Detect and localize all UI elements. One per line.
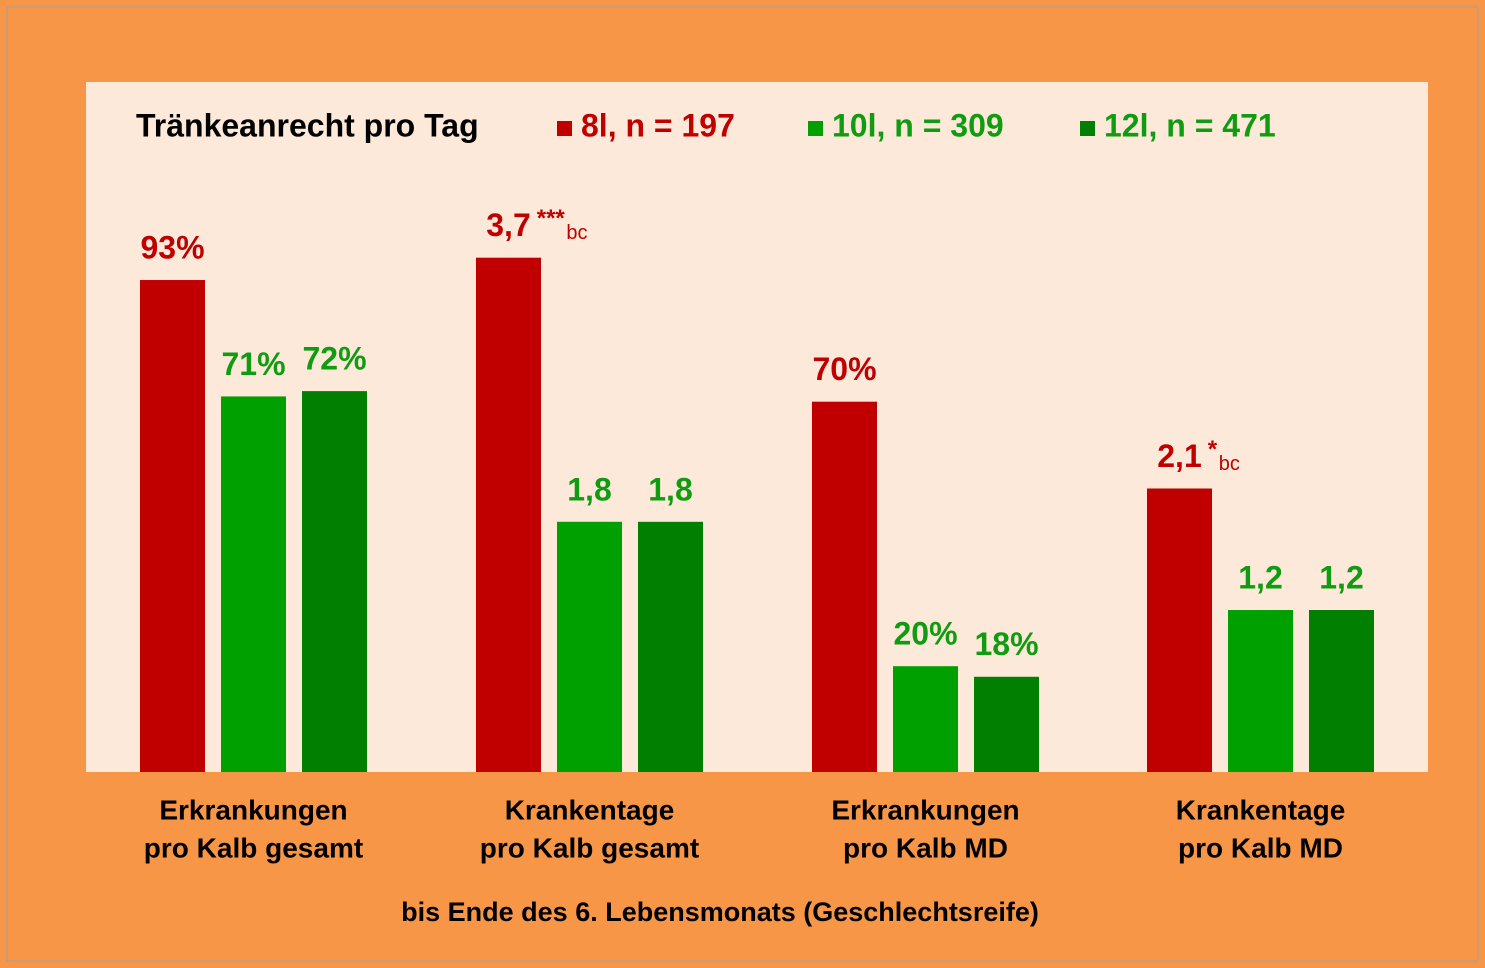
bar bbox=[221, 396, 286, 772]
x-tick-label: Krankentage bbox=[505, 794, 675, 825]
x-tick-label: Erkrankungen bbox=[159, 794, 347, 825]
legend-label: 10l, n = 309 bbox=[832, 107, 1004, 143]
legend-swatch bbox=[557, 121, 572, 136]
data-label: 2,1 bbox=[1157, 438, 1201, 474]
bar bbox=[1147, 488, 1212, 772]
data-label: 1,8 bbox=[567, 471, 611, 507]
bar bbox=[638, 521, 703, 772]
data-label: 1,8 bbox=[648, 471, 692, 507]
data-label: 93% bbox=[140, 229, 204, 265]
data-label: 18% bbox=[974, 626, 1038, 662]
data-label: 1,2 bbox=[1238, 559, 1282, 595]
legend-label: 12l, n = 471 bbox=[1104, 107, 1276, 143]
data-label: 71% bbox=[221, 346, 285, 382]
bar bbox=[302, 391, 367, 772]
legend-swatch bbox=[1080, 121, 1095, 136]
bar bbox=[1228, 610, 1293, 772]
legend-swatch bbox=[808, 121, 823, 136]
legend-label: 8l, n = 197 bbox=[581, 107, 735, 143]
annotation: *** bbox=[537, 205, 566, 232]
plot-area bbox=[86, 82, 1428, 772]
bar bbox=[557, 521, 622, 772]
bar bbox=[1309, 610, 1374, 772]
x-tick-label: Krankentage bbox=[1176, 794, 1346, 825]
bar bbox=[974, 676, 1039, 772]
x-axis-label: bis Ende des 6. Lebensmonats (Geschlecht… bbox=[401, 897, 1039, 927]
x-tick-label: pro Kalb MD bbox=[843, 832, 1008, 863]
data-label: 3,7 bbox=[486, 207, 530, 243]
frame bbox=[6, 6, 1479, 962]
x-tick-label: Erkrankungen bbox=[831, 794, 1019, 825]
annotation: * bbox=[1208, 436, 1218, 463]
bar bbox=[476, 257, 541, 772]
x-tick-label: pro Kalb gesamt bbox=[144, 832, 363, 863]
legend-title: Tränkeanrecht pro Tag bbox=[136, 107, 479, 143]
annotation-sub: bc bbox=[566, 222, 587, 244]
x-tick-label: pro Kalb gesamt bbox=[480, 832, 699, 863]
bar bbox=[812, 401, 877, 772]
data-label: 72% bbox=[302, 341, 366, 377]
data-label: 20% bbox=[893, 616, 957, 652]
data-label: 1,2 bbox=[1319, 559, 1363, 595]
x-tick-label: pro Kalb MD bbox=[1178, 832, 1343, 863]
bar bbox=[893, 666, 958, 772]
bar bbox=[140, 280, 205, 772]
annotation-sub: bc bbox=[1219, 453, 1240, 475]
data-label: 70% bbox=[812, 351, 876, 387]
